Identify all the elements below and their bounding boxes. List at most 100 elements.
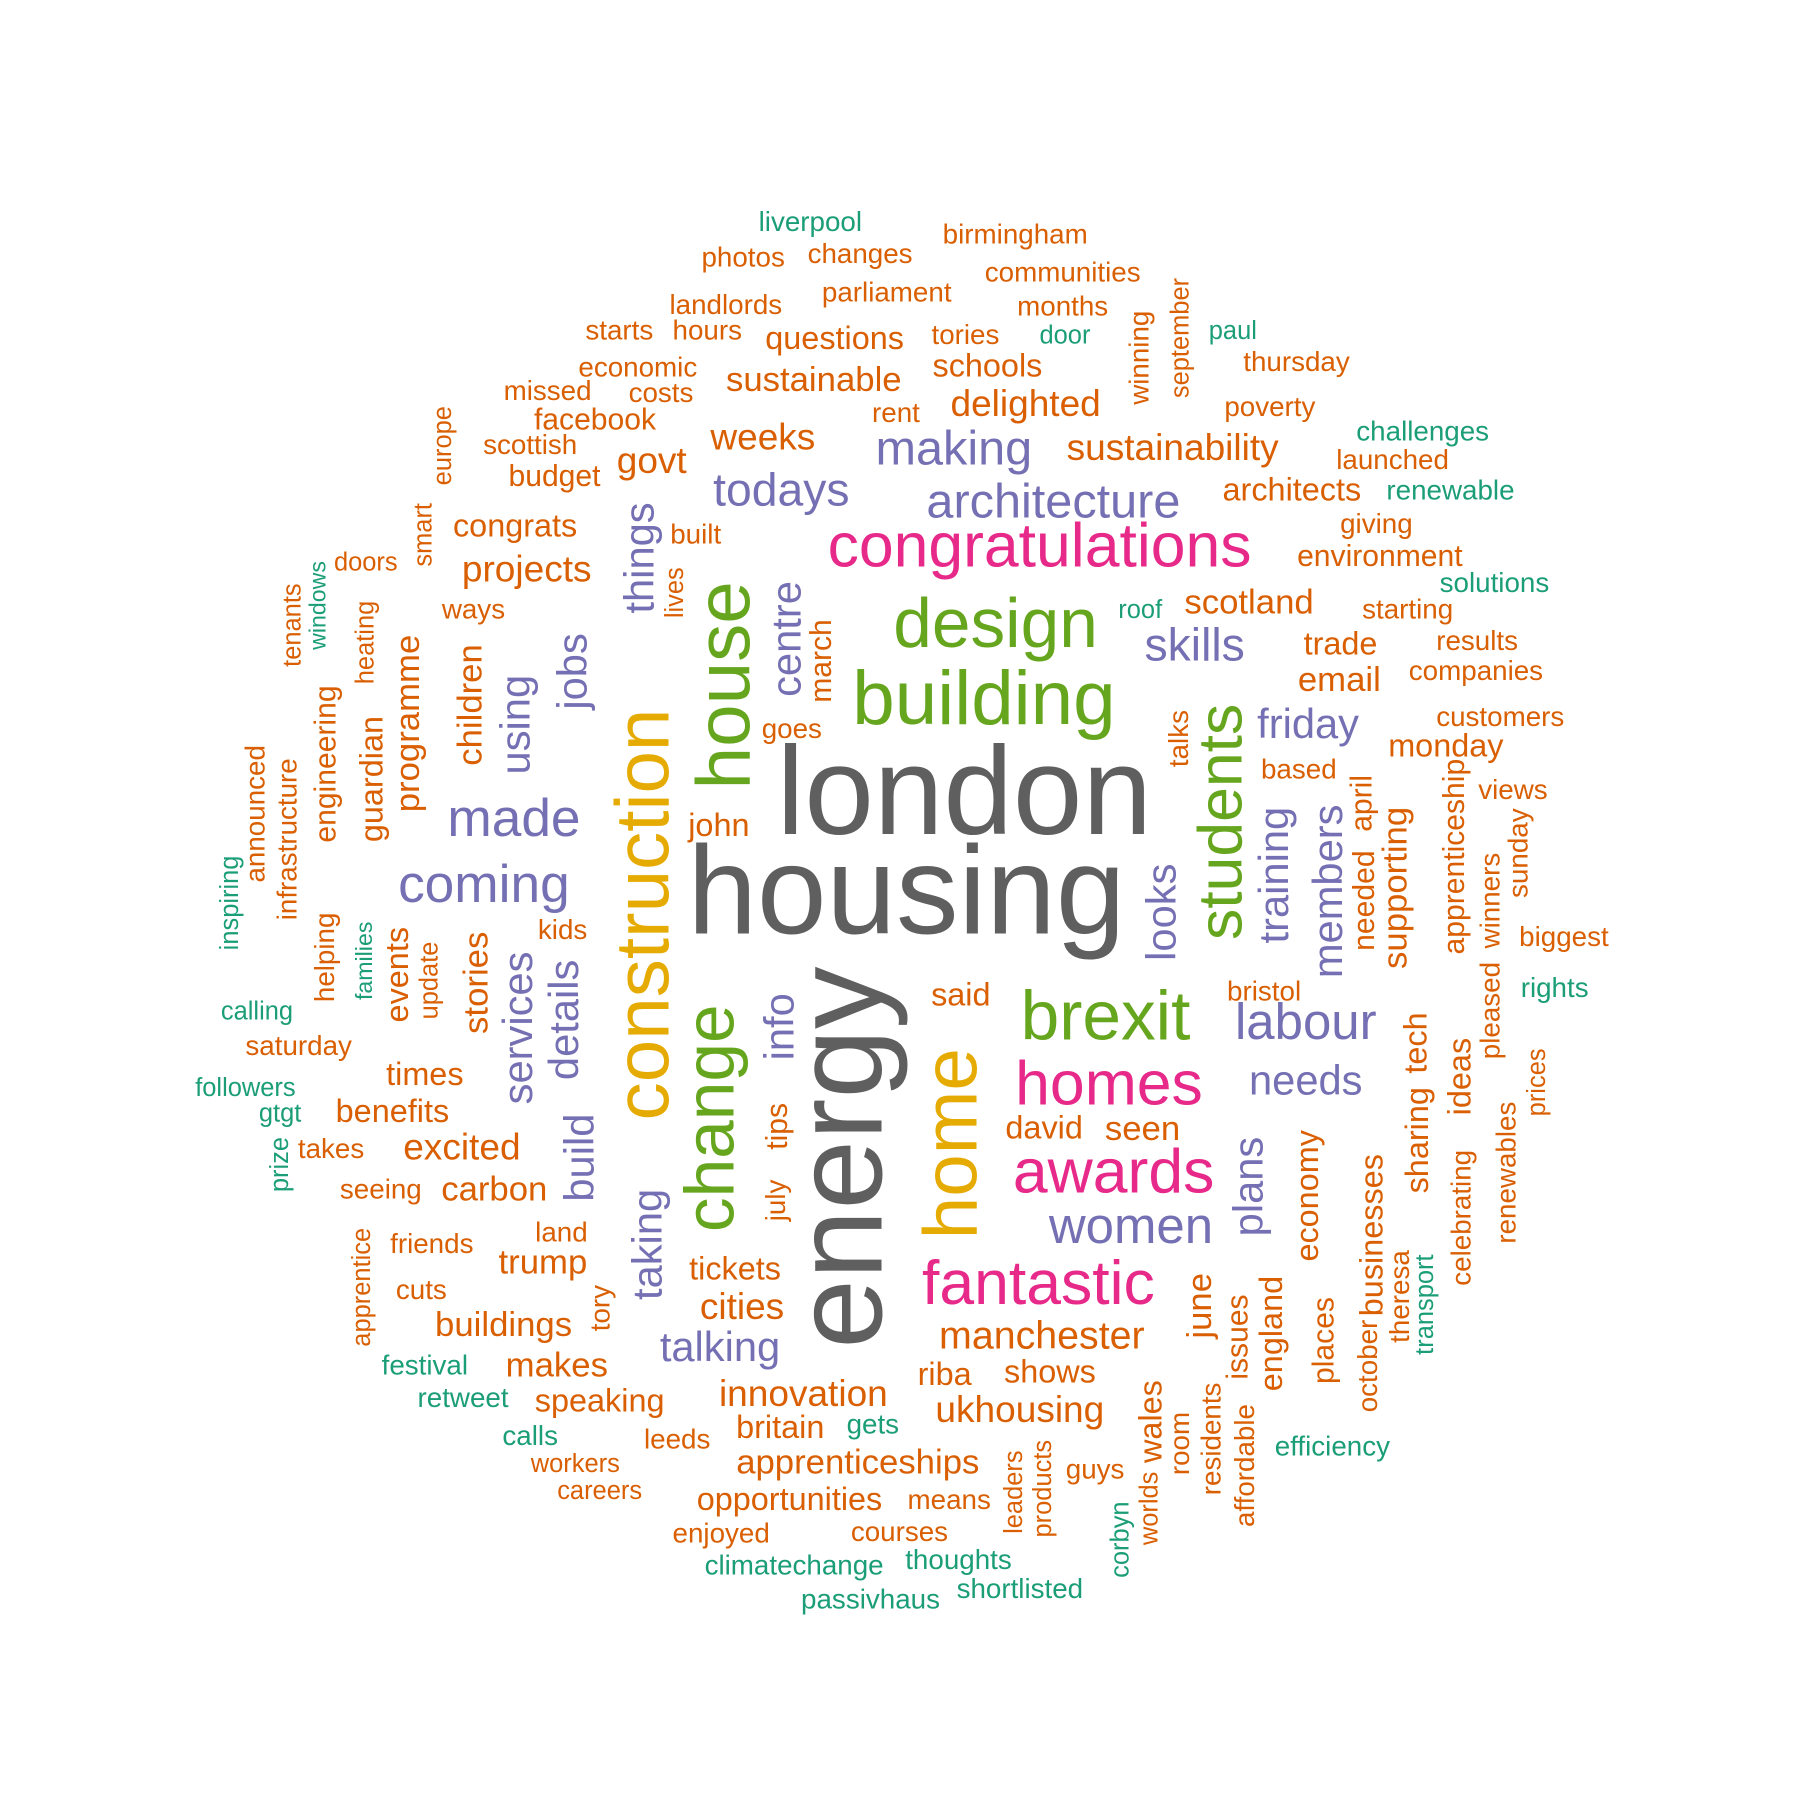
- word-homes: homes: [1015, 1049, 1203, 1119]
- word-architects: architects: [1223, 472, 1362, 508]
- word-design: design: [893, 584, 1098, 662]
- word-festival: festival: [382, 1349, 468, 1380]
- word-tech: tech: [1398, 1012, 1434, 1073]
- word-ways: ways: [441, 594, 505, 625]
- word-plans: plans: [1224, 1137, 1271, 1237]
- word-brexit: brexit: [1021, 976, 1191, 1054]
- word-calling: calling: [221, 998, 293, 1026]
- word-winners: winners: [1474, 853, 1505, 950]
- word-april: april: [1346, 775, 1379, 832]
- word-women: women: [1048, 1197, 1213, 1254]
- word-infrastructure: infrastructure: [272, 758, 303, 920]
- word-gets: gets: [847, 1409, 899, 1440]
- word-stories: stories: [457, 932, 495, 1034]
- word-takes: takes: [298, 1133, 364, 1164]
- word-celebrating: celebrating: [1446, 1150, 1477, 1286]
- word-efficiency: efficiency: [1275, 1431, 1390, 1462]
- word-guys: guys: [1066, 1454, 1125, 1485]
- word-sustainability: sustainability: [1067, 426, 1279, 468]
- word-room: room: [1164, 1412, 1195, 1475]
- word-parliament: parliament: [822, 276, 952, 307]
- word-missed: missed: [504, 375, 592, 406]
- word-fantastic: fantastic: [922, 1248, 1155, 1318]
- word-supporting: supporting: [1376, 807, 1414, 969]
- word-enjoyed: enjoyed: [673, 1517, 770, 1548]
- word-apprenticeships: apprenticeships: [736, 1444, 979, 1482]
- word-affordable: affordable: [1229, 1404, 1260, 1527]
- word-door: door: [1040, 322, 1091, 350]
- word-making: making: [876, 421, 1033, 475]
- word-goes: goes: [762, 713, 822, 744]
- word-renewables: renewables: [1491, 1102, 1522, 1244]
- word-todays: todays: [713, 463, 849, 515]
- word-speaking: speaking: [535, 1383, 665, 1419]
- word-theresa: theresa: [1384, 1250, 1415, 1343]
- word-london: london: [777, 722, 1152, 861]
- word-ukhousing: ukhousing: [935, 1388, 1104, 1430]
- word-awards: awards: [1013, 1137, 1214, 1207]
- word-rights: rights: [1521, 972, 1589, 1003]
- word-roof: roof: [1118, 596, 1163, 624]
- word-sharing: sharing: [1399, 1087, 1435, 1193]
- word-friday: friday: [1257, 700, 1359, 747]
- word-tenants: tenants: [279, 583, 307, 667]
- word-times: times: [386, 1056, 463, 1092]
- word-paul: paul: [1209, 317, 1257, 345]
- word-economic: economic: [578, 352, 697, 383]
- word-seen: seen: [1105, 1110, 1180, 1148]
- word-students: students: [1185, 704, 1255, 940]
- word-house: house: [681, 581, 766, 789]
- word-tickets: tickets: [689, 1251, 781, 1287]
- word-monday: monday: [1388, 727, 1504, 763]
- word-poverty: poverty: [1224, 391, 1315, 422]
- word-europe: europe: [429, 406, 457, 485]
- word-friends: friends: [390, 1228, 473, 1259]
- word-june: june: [1181, 1273, 1219, 1340]
- word-inspiring: inspiring: [216, 856, 244, 951]
- word-apprenticeship: apprenticeship: [1438, 759, 1471, 955]
- word-benefits: benefits: [336, 1093, 450, 1129]
- word-apprentice: apprentice: [348, 1228, 376, 1347]
- word-build: build: [555, 1114, 602, 1202]
- word-views: views: [1478, 774, 1547, 805]
- word-schools: schools: [932, 348, 1042, 384]
- word-labour: labour: [1235, 993, 1377, 1050]
- word-liverpool: liverpool: [759, 206, 862, 237]
- word-shortlisted: shortlisted: [957, 1573, 1084, 1604]
- word-tories: tories: [931, 319, 999, 350]
- word-services: services: [494, 952, 541, 1105]
- word-months: months: [1017, 290, 1108, 321]
- word-congratulations: congratulations: [828, 510, 1252, 580]
- word-bristol: bristol: [1227, 976, 1301, 1007]
- word-prices: prices: [1523, 1048, 1551, 1116]
- word-results: results: [1436, 625, 1518, 656]
- word-manchester: manchester: [939, 1314, 1145, 1358]
- word-birmingham: birmingham: [943, 218, 1088, 249]
- word-questions: questions: [765, 320, 904, 356]
- word-launched: launched: [1336, 444, 1449, 475]
- word-companies: companies: [1409, 655, 1543, 686]
- word-seeing: seeing: [340, 1174, 422, 1205]
- word-skills: skills: [1144, 618, 1244, 670]
- word-guardian: guardian: [353, 716, 389, 842]
- word-shows: shows: [1004, 1354, 1096, 1390]
- word-environment: environment: [1297, 540, 1463, 573]
- word-wales: wales: [1133, 1380, 1169, 1464]
- word-prize: prize: [266, 1137, 294, 1192]
- word-customers: customers: [1436, 701, 1564, 732]
- word-helping: helping: [309, 913, 340, 1003]
- word-sunday: sunday: [1502, 808, 1533, 898]
- word-changes: changes: [808, 238, 913, 269]
- word-sustainable: sustainable: [726, 361, 902, 399]
- word-info: info: [756, 993, 803, 1060]
- word-tips: tips: [761, 1103, 794, 1150]
- word-innovation: innovation: [719, 1372, 888, 1414]
- word-made: made: [447, 789, 580, 848]
- word-coming: coming: [398, 855, 570, 914]
- word-taking: taking: [624, 1189, 671, 1300]
- word-leeds: leeds: [644, 1424, 710, 1455]
- word-members: members: [1304, 805, 1351, 979]
- word-home: home: [908, 1048, 993, 1239]
- word-opportunities: opportunities: [697, 1481, 883, 1517]
